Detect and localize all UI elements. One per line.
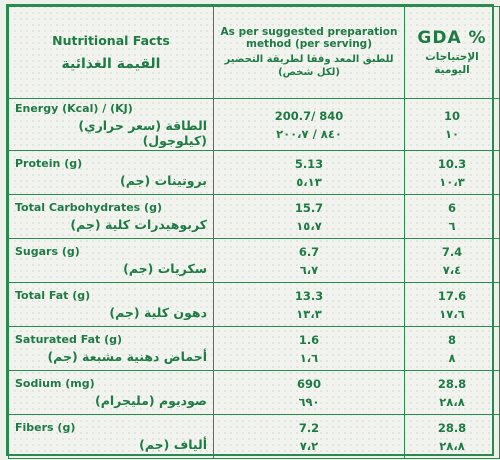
header-row: Nutritional Facts القيمة الغذائية As per… [8,6,500,99]
nutrient-cell: Sodium (mg) صوديوم (مليجرام) [8,370,214,415]
gda-ar: ٢٨،٨ [439,394,465,409]
nutrient-cell: Total Fat (g) دهون كلية (جم) [8,282,214,327]
nutrient-name-en: Energy (Kcal) / (KJ) [15,101,133,115]
nutrient-cell: Total Carbohydrates (g) كربوهيدرات كلية … [8,194,214,239]
value-cell: 200.7/ 840 ٨٤٠ / ٢٠٠،٧ [213,98,405,151]
value-cell: 15.7 ١٥،٧ [213,194,405,239]
table-row: Total Carbohydrates (g) كربوهيدرات كلية … [8,194,500,239]
header-serving-cell: As per suggested preparation method (per… [213,6,405,99]
nutrient-name-en: Total Fat (g) [15,289,91,302]
value-en: 7.2 [298,420,320,435]
nutrient-name-en: Total Carbohydrates (g) [15,201,162,214]
value-cell: 7.2 ٧،٢ [213,414,405,459]
nutrient-name-ar: الطاقة (سعر حراري) (كيلوجول) [78,117,207,148]
value-ar: ٥،١٣ [296,174,322,189]
table-row: Fibers (g) ألياف (جم) 7.2 ٧،٢ 28.8 ٢٨،٨ [8,414,500,459]
gda-ar: ٢٨،٨ [439,438,465,453]
gda-en: 28.8 [437,376,467,391]
value-en: 1.6 [298,332,320,347]
value-cell: 690 ٦٩٠ [213,370,405,415]
value-cell: 5.13 ٥،١٣ [213,150,405,195]
gda-en: 28.8 [437,420,467,435]
value-en: 5.13 [294,156,324,171]
table-row: Sodium (mg) صوديوم (مليجرام) 690 ٦٩٠ 28.… [8,370,500,415]
gda-en: 10.3 [437,156,467,171]
header-nutrient-cell: Nutritional Facts القيمة الغذائية [8,6,214,99]
nutrient-name-en: Sodium (mg) [15,377,95,390]
table-row: Sugars (g) سكريات (جم) 6.7 ٦،٧ 7.4 ٧،٤ [8,238,500,283]
value-cell: 1.6 ١،٦ [213,326,405,371]
nutrition-table: Nutritional Facts القيمة الغذائية As per… [8,6,500,459]
value-en: 200.7/ 840 [274,108,344,123]
value-ar: ١٣،٣ [296,306,322,321]
header-title-ar: القيمة الغذائية [61,56,161,72]
header-gda-ar: الإحتياجات اليومية [425,51,479,76]
gda-ar: ١٧،٦ [439,306,465,321]
value-ar: ٨٤٠ / ٢٠٠،٧ [276,126,342,141]
gda-ar: ٨ [448,350,456,365]
nutrient-cell: Protein (g) بروتينات (جم) [8,150,214,195]
table-row: Protein (g) بروتينات (جم) 5.13 ٥،١٣ 10.3… [8,150,500,195]
gda-cell: 6 ٦ [404,194,500,239]
nutrient-cell: Saturated Fat (g) أحماض دهنية مشبعة (جم) [8,326,214,371]
table-row: Saturated Fat (g) أحماض دهنية مشبعة (جم)… [8,326,500,371]
gda-cell: 7.4 ٧،٤ [404,238,500,283]
value-ar: ١،٦ [299,350,319,365]
gda-en: 17.6 [437,288,467,303]
header-serving-en: As per suggested preparation method (per… [220,26,398,50]
value-en: 6.7 [298,244,320,259]
header-title-en: Nutritional Facts [52,33,170,48]
gda-en: 6 [447,200,456,215]
nutrition-label: Nutritional Facts القيمة الغذائية As per… [6,4,500,459]
header-gda-en: GDA % [417,28,487,48]
gda-ar: ١٠،٣ [439,174,465,189]
value-ar: ١٥،٧ [296,218,322,233]
value-en: 690 [296,376,321,391]
nutrient-name-ar: دهون كلية (جم) [109,305,207,320]
gda-en: 7.4 [441,244,463,259]
gda-en: 8 [447,332,456,347]
gda-cell: 10.3 ١٠،٣ [404,150,500,195]
header-serving-ar: للطبق المعد وفقا لطريقة التحضير (لكل شخص… [224,54,394,78]
value-en: 13.3 [294,288,324,303]
gda-cell: 10 ١٠ [404,98,500,151]
nutrient-name-ar: صوديوم (مليجرام) [95,393,207,408]
table-row: Total Fat (g) دهون كلية (جم) 13.3 ١٣،٣ 1… [8,282,500,327]
gda-cell: 28.8 ٢٨،٨ [404,370,500,415]
value-en: 15.7 [294,200,324,215]
nutrient-name-en: Sugars (g) [15,245,80,258]
gda-cell: 17.6 ١٧،٦ [404,282,500,327]
nutrient-name-ar: كربوهيدرات كلية (جم) [70,217,207,232]
table-row: Energy (Kcal) / (KJ) الطاقة (سعر حراري) … [8,98,500,151]
gda-en: 10 [443,108,460,123]
value-ar: ٦،٧ [299,262,319,277]
nutrient-name-ar: أحماض دهنية مشبعة (جم) [47,349,207,364]
nutrient-name-ar: ألياف (جم) [139,437,207,452]
nutrient-cell: Energy (Kcal) / (KJ) الطاقة (سعر حراري) … [8,98,214,151]
value-cell: 13.3 ١٣،٣ [213,282,405,327]
header-gda-cell: GDA % الإحتياجات اليومية [404,6,500,99]
value-cell: 6.7 ٦،٧ [213,238,405,283]
gda-ar: ١٠ [444,126,460,141]
gda-cell: 28.8 ٢٨،٨ [404,414,500,459]
nutrient-name-en: Fibers (g) [15,421,76,434]
nutrient-cell: Fibers (g) ألياف (جم) [8,414,214,459]
nutrient-name-ar: سكريات (جم) [123,261,207,276]
gda-ar: ٧،٤ [442,262,462,277]
nutrient-name-ar: بروتينات (جم) [120,173,207,188]
nutrient-name-en: Saturated Fat (g) [15,333,123,346]
value-ar: ٧،٢ [299,438,319,453]
nutrient-name-en: Protein (g) [15,157,83,170]
gda-cell: 8 ٨ [404,326,500,371]
value-ar: ٦٩٠ [298,394,320,409]
gda-ar: ٦ [448,218,456,233]
nutrient-cell: Sugars (g) سكريات (جم) [8,238,214,283]
